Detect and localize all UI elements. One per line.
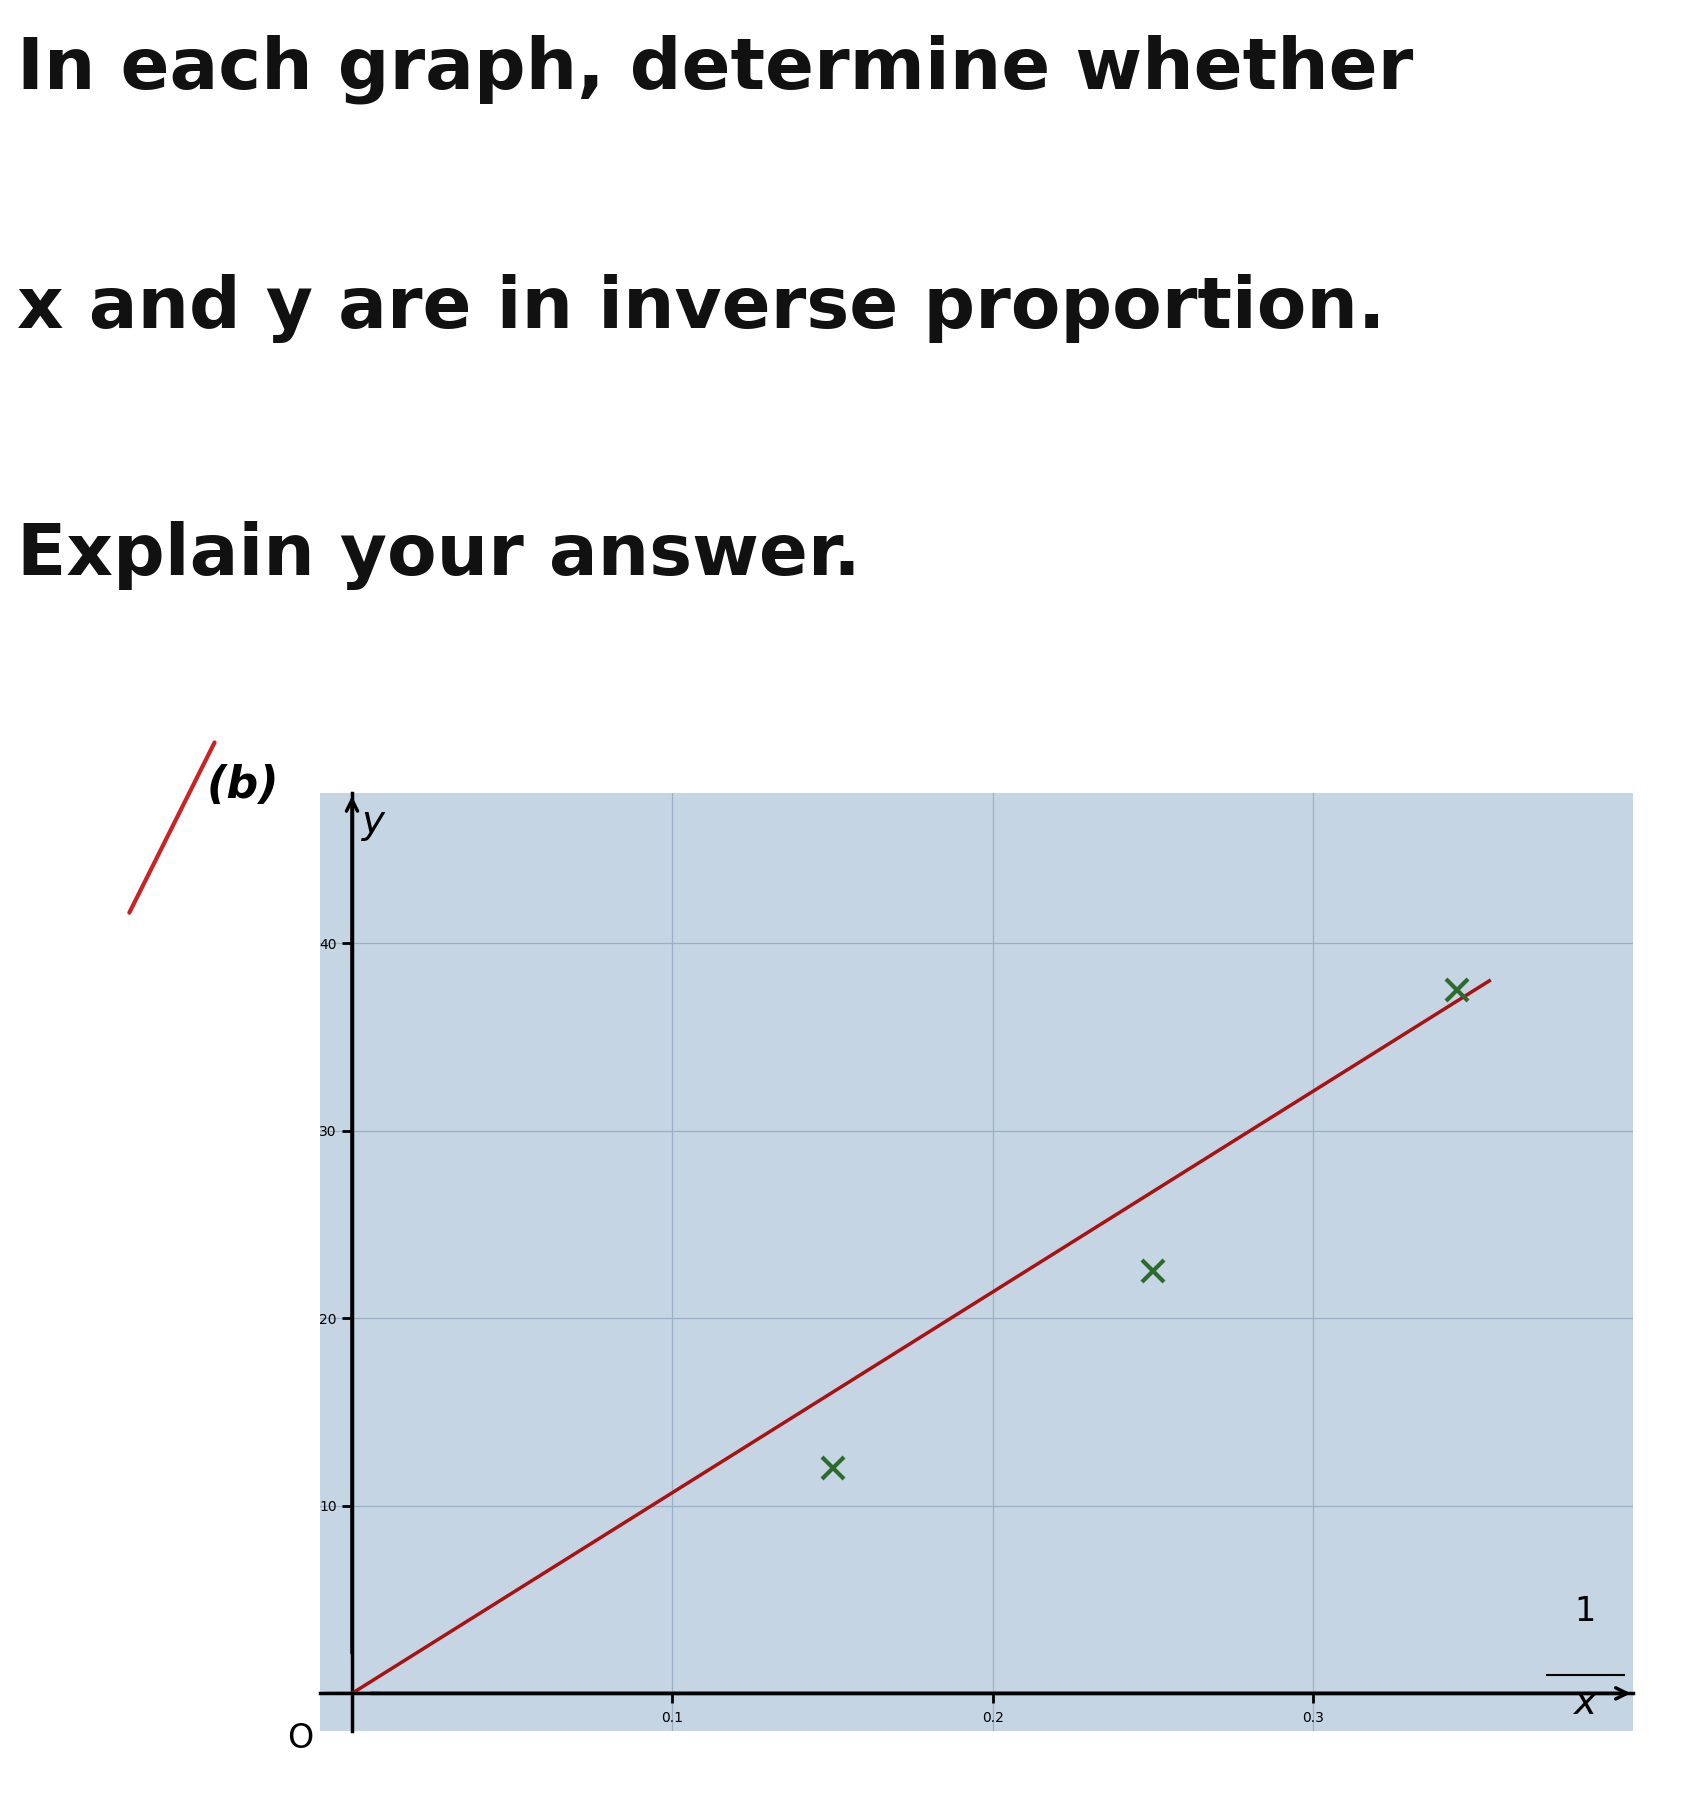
Text: O: O [288, 1722, 313, 1754]
Text: Explain your answer.: Explain your answer. [17, 521, 861, 590]
Text: (b): (b) [207, 764, 280, 806]
Text: 1: 1 [1575, 1594, 1596, 1628]
Text: x and y are in inverse proportion.: x and y are in inverse proportion. [17, 274, 1386, 343]
Text: x: x [1575, 1684, 1596, 1722]
Text: y: y [362, 802, 384, 840]
Text: In each graph, determine whether: In each graph, determine whether [17, 34, 1413, 105]
